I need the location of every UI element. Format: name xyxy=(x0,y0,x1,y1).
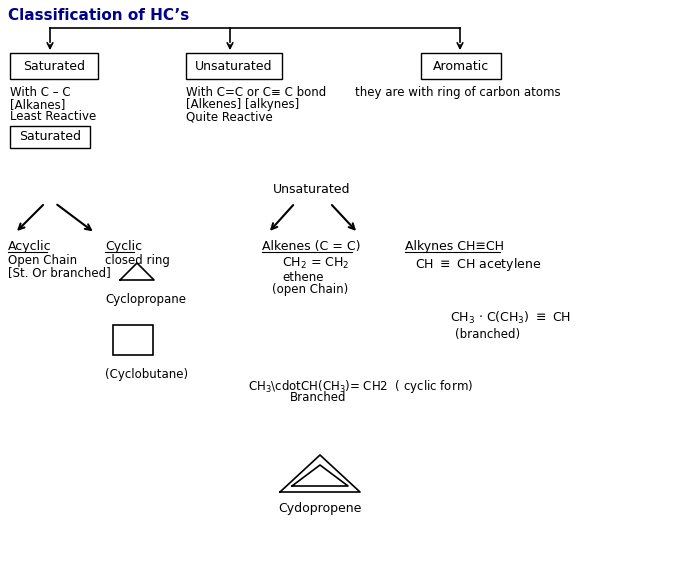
Text: (Cyclobutane): (Cyclobutane) xyxy=(105,368,188,381)
Text: closed ring: closed ring xyxy=(105,254,170,267)
Text: Classification of HC’s: Classification of HC’s xyxy=(8,8,189,23)
Bar xyxy=(421,53,501,79)
Bar xyxy=(10,53,98,79)
Bar xyxy=(113,325,153,355)
Text: Alkenes (C = C): Alkenes (C = C) xyxy=(262,240,360,253)
Text: Quite Reactive: Quite Reactive xyxy=(186,110,272,123)
Text: [Alkanes]: [Alkanes] xyxy=(10,98,66,111)
Text: ethene: ethene xyxy=(282,271,324,284)
Text: Least Reactive: Least Reactive xyxy=(10,110,96,123)
Text: Unsaturated: Unsaturated xyxy=(273,183,351,196)
Text: they are with ring of carbon atoms: they are with ring of carbon atoms xyxy=(355,86,560,99)
Text: Acyclic: Acyclic xyxy=(8,240,51,253)
Text: CH$_2$ = CH$_2$: CH$_2$ = CH$_2$ xyxy=(282,256,349,271)
Text: Open Chain: Open Chain xyxy=(8,254,77,267)
Text: Branched: Branched xyxy=(290,391,347,404)
Text: (open Chain): (open Chain) xyxy=(272,283,348,296)
Text: Alkynes CH≡CH: Alkynes CH≡CH xyxy=(405,240,504,253)
Text: With C=C or C≡ C bond: With C=C or C≡ C bond xyxy=(186,86,327,99)
Text: With C – C: With C – C xyxy=(10,86,70,99)
Text: Saturated: Saturated xyxy=(19,131,81,144)
Text: Cyclic: Cyclic xyxy=(105,240,142,253)
Text: CH$_3$\cdotCH(CH$_3$)= CH2  ( cyclic form): CH$_3$\cdotCH(CH$_3$)= CH2 ( cyclic form… xyxy=(248,378,473,395)
Text: Saturated: Saturated xyxy=(23,60,85,73)
Text: CH $\equiv$ CH acetylene: CH $\equiv$ CH acetylene xyxy=(415,256,541,273)
Text: [Alkenes] [alkynes]: [Alkenes] [alkynes] xyxy=(186,98,299,111)
Text: CH$_3$ $\cdot$ C(CH$_3$) $\equiv$ CH: CH$_3$ $\cdot$ C(CH$_3$) $\equiv$ CH xyxy=(450,310,571,326)
Text: Cyclopropane: Cyclopropane xyxy=(105,293,186,306)
Text: Aromatic: Aromatic xyxy=(433,60,489,73)
Text: [St. Or branched]: [St. Or branched] xyxy=(8,266,111,279)
Bar xyxy=(186,53,282,79)
Text: Unsaturated: Unsaturated xyxy=(195,60,272,73)
Bar xyxy=(10,126,90,148)
Text: (branched): (branched) xyxy=(455,328,520,341)
Text: Cydopropene: Cydopropene xyxy=(279,502,362,515)
